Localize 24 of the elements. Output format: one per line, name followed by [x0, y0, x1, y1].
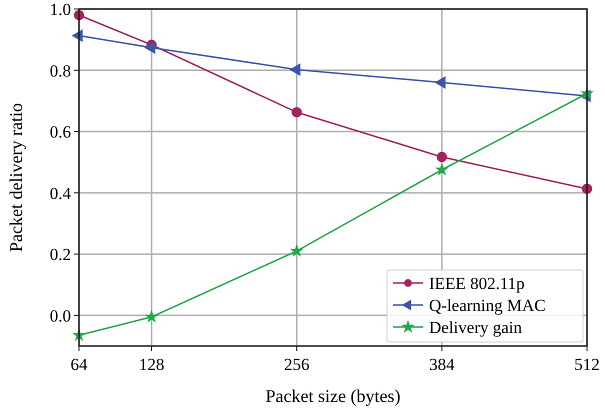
- y-tick-label: 1.0: [50, 0, 71, 19]
- point: [146, 310, 158, 322]
- point: [292, 107, 302, 118]
- y-tick-label: 0.4: [50, 184, 72, 203]
- point: [290, 64, 300, 76]
- x-tick-label: 512: [574, 355, 600, 374]
- point: [436, 152, 448, 162]
- x-axis-title: Packet size (bytes): [266, 386, 400, 406]
- point: [290, 245, 302, 256]
- legend-label: Q-learning MAC: [429, 296, 546, 315]
- point: [436, 164, 448, 175]
- point: [144, 42, 156, 54]
- y-tick-label: 0.8: [50, 61, 71, 80]
- y-axis-title: Packet delivery ratio: [6, 103, 26, 252]
- x-tick-label: 128: [138, 355, 164, 374]
- x-tick-label: 64: [70, 355, 88, 374]
- x-tick-label: 256: [284, 355, 310, 374]
- point: [435, 76, 446, 89]
- y-tick-label: 0.0: [50, 306, 71, 326]
- x-tick-label: 384: [429, 355, 456, 374]
- y-tick-label: 0.2: [50, 245, 71, 264]
- y-tick-label: 0.6: [50, 122, 71, 142]
- legend-label: IEEE 802.11p: [429, 274, 525, 293]
- legend-label: Delivery gain: [429, 318, 522, 337]
